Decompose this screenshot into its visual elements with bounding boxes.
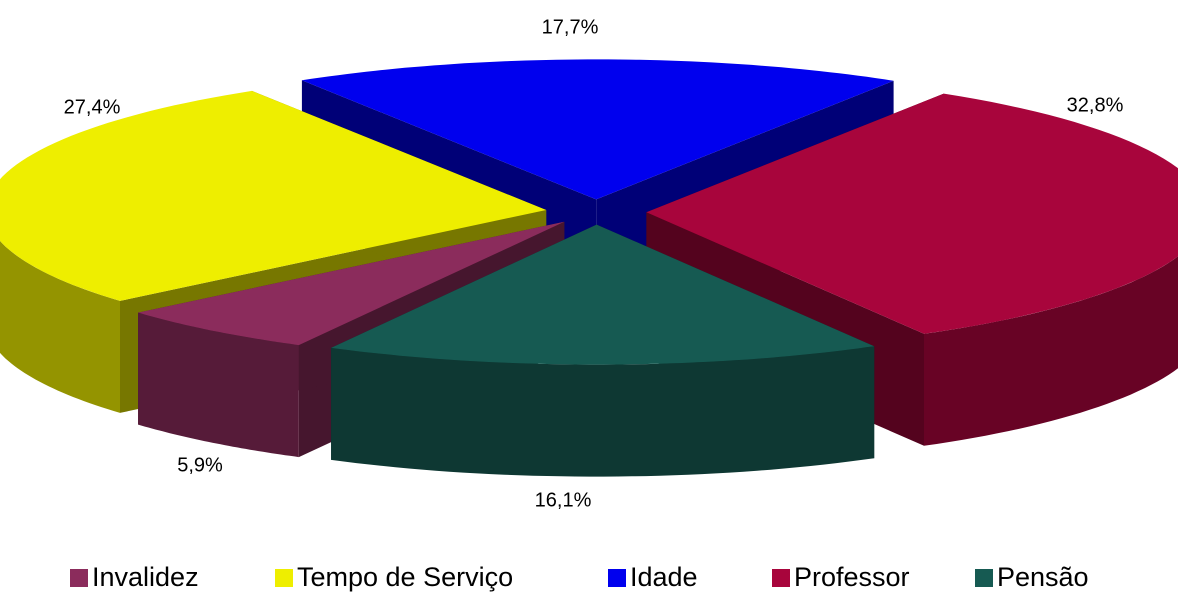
slice (301, 59, 894, 200)
slice (331, 224, 875, 365)
slice-wall (138, 312, 299, 458)
legend-label: Invalidez (92, 562, 199, 592)
slice-tops (0, 59, 1178, 365)
data-label: 16,1% (535, 489, 592, 511)
data-label: 5,9% (177, 454, 223, 476)
data-label: 32,8% (1067, 94, 1124, 116)
data-label: 27,4% (64, 96, 121, 118)
legend-swatch (70, 569, 88, 587)
data-label: 17,7% (542, 16, 599, 38)
slice (138, 221, 565, 346)
legend-swatch (772, 569, 790, 587)
legend-swatch (608, 569, 626, 587)
legend-swatch (975, 569, 993, 587)
slice (646, 93, 1178, 334)
slice-wall (331, 346, 875, 477)
slice-wall (0, 240, 120, 413)
legend-label: Professor (794, 562, 910, 592)
legend-label: Idade (630, 562, 698, 592)
slice-wall (924, 256, 1178, 446)
legend-swatch (275, 569, 293, 587)
legend-label: Tempo de Serviço (297, 562, 513, 592)
slice (0, 90, 547, 301)
legend-label: Pensão (997, 562, 1089, 592)
